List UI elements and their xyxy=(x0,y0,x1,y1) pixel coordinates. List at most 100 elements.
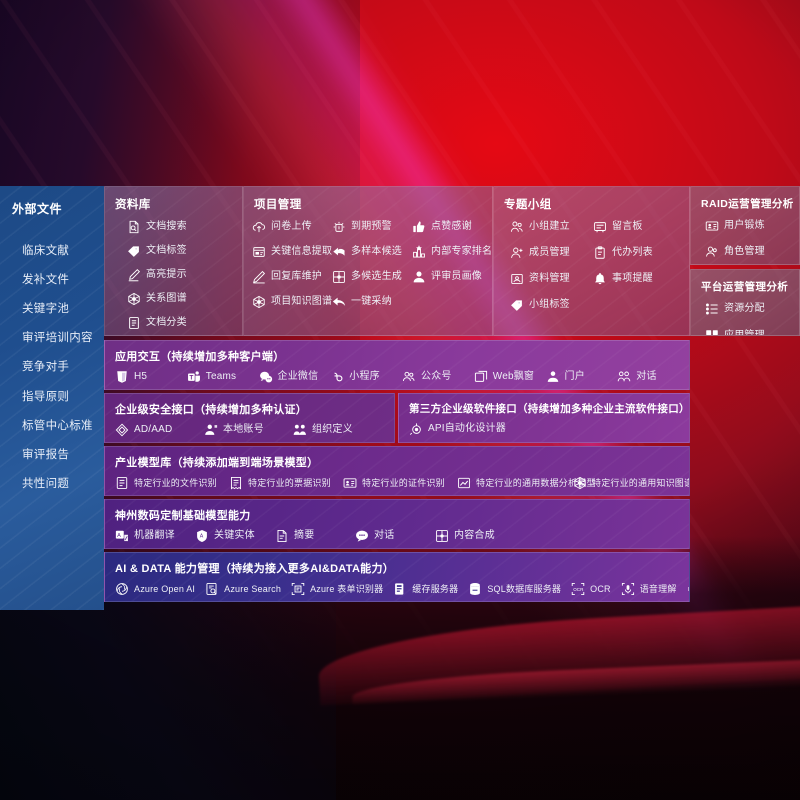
ui-item-official-account[interactable]: 公众号 xyxy=(402,370,474,384)
user-profile-icon xyxy=(412,270,426,284)
plat-item-resource-allocation[interactable]: 资源分配 xyxy=(705,302,799,316)
ui-label-2: 企业微信 xyxy=(277,371,319,382)
ai-item-sql-database[interactable]: SQL数据库服务器 xyxy=(468,582,561,596)
adopt-arrow-icon xyxy=(332,295,346,309)
cloud-upload-icon xyxy=(252,220,266,234)
sidebar-item-competitors[interactable]: 竞争对手 xyxy=(22,361,70,374)
ai-item-speech-understanding[interactable]: 语音理解 xyxy=(621,582,677,596)
sidebar-item-clinical-literature[interactable]: 临床文献 xyxy=(22,244,70,257)
ui-item-wecom[interactable]: 企业微信 xyxy=(259,370,331,384)
sidebar-item-standards-center[interactable]: 标管中心标准 xyxy=(22,419,93,432)
ui-label-5: Web飘窗 xyxy=(492,371,535,382)
topic-group-items: 小组建立 留言板 成员管理 xyxy=(494,212,689,324)
panel-project-management: 项目管理 问卷上传 到期预警 xyxy=(243,186,493,336)
plat-item-app-manage[interactable]: 应用管理 xyxy=(705,329,799,336)
sidebar-item-common-issues[interactable]: 共性问题 xyxy=(22,478,70,491)
base-item-key-entity[interactable]: A 关键实体 xyxy=(195,529,275,543)
sidebar-item-guiding-principles[interactable]: 指导原则 xyxy=(22,390,70,403)
teams-icon xyxy=(187,370,201,384)
sidebar-item-supplement-file[interactable]: 发补文件 xyxy=(22,273,70,286)
ui-item-h5[interactable]: H5 xyxy=(115,370,187,384)
sec-item-ad-aad[interactable]: AD/AAD xyxy=(115,423,204,437)
plat-label-0: 资源分配 xyxy=(724,302,765,314)
raid-item-role-manage[interactable]: 角色管理 xyxy=(705,245,799,259)
proj-item-questionnaire-upload[interactable]: 问卷上传 xyxy=(252,220,332,234)
proj-item-reply-library[interactable]: 回复库维护 xyxy=(252,270,332,284)
proj-item-expert-ranking[interactable]: 内部专家排名 xyxy=(412,245,492,259)
team-item-todo-list[interactable]: 代办列表 xyxy=(593,246,676,260)
proj-label-0: 问卷上传 xyxy=(271,221,312,232)
proj-item-multi-candidate-generate[interactable]: 多候选生成 xyxy=(332,270,412,284)
proj-item-one-click-adopt[interactable]: 一键采纳 xyxy=(332,295,412,309)
industry-model-items: 特定行业的文件识别 特定行业的票据识别 特定行业的证件识别 特定行业的通用数据分… xyxy=(105,470,689,490)
ai-item-cache-server[interactable]: 缓存服务器 xyxy=(393,582,458,596)
proj-label-1: 到期预警 xyxy=(351,221,392,232)
ai-item-ocr[interactable]: OCR OCR xyxy=(571,582,611,596)
panel-topic-group: 专题小组 小组建立 留言板 xyxy=(493,186,690,336)
sidebar-item-review-report[interactable]: 审评报告 xyxy=(22,448,70,461)
tts-icon xyxy=(687,582,689,596)
model-item-invoice-recognition[interactable]: 特定行业的票据识别 xyxy=(229,476,343,490)
base-label-1: 关键实体 xyxy=(214,530,255,541)
third-item-api-designer[interactable]: API自动化设计器 xyxy=(409,422,506,436)
team-item-message-board[interactable]: 留言板 xyxy=(593,220,676,234)
base-label-3: 对话 xyxy=(374,530,395,541)
base-item-summary[interactable]: 摘要 xyxy=(275,529,355,543)
ui-item-dialog[interactable]: 对话 xyxy=(617,370,689,384)
proj-item-project-knowledge-graph[interactable]: 项目知识图谱 xyxy=(252,295,332,309)
raid-item-user-card[interactable]: 用户锻炼 xyxy=(705,219,799,233)
ai-item-azure-search[interactable]: Azure Search xyxy=(205,582,281,596)
samples-icon xyxy=(332,245,346,259)
sidebar-title: 外部文件 xyxy=(12,202,63,216)
summary-icon xyxy=(275,529,289,543)
model-item-id-recognition[interactable]: 特定行业的证件识别 xyxy=(343,476,457,490)
ui-item-web-popup[interactable]: Web飘窗 xyxy=(474,370,546,384)
proj-label-3: 关键信息提取 xyxy=(271,246,333,257)
kb-item-document-tag[interactable]: 文档标签 xyxy=(127,244,242,258)
panel-title-topic-group: 专题小组 xyxy=(504,199,552,211)
sidebar-item-review-training[interactable]: 审评培训内容 xyxy=(22,332,93,345)
sec-label-0: AD/AAD xyxy=(134,424,173,435)
sec-item-org-definition[interactable]: 组织定义 xyxy=(293,423,382,437)
proj-item-key-info-extract[interactable]: 关键信息提取 xyxy=(252,245,332,259)
enterprise-security-items: AD/AAD 本地账号 组织定义 xyxy=(105,417,394,437)
ui-item-teams[interactable]: Teams xyxy=(187,370,259,384)
dialog-icon xyxy=(617,370,631,384)
sec-item-local-account[interactable]: 本地账号 xyxy=(204,423,293,437)
kb-item-relation-graph[interactable]: 关系图谱 xyxy=(127,292,242,306)
proj-label-7: 多候选生成 xyxy=(351,271,402,282)
model-item-data-analysis[interactable]: 特定行业的通用数据分析模型 xyxy=(457,476,595,490)
team-item-event-reminder[interactable]: 事项提醒 xyxy=(593,272,676,286)
team-item-member-manage[interactable]: 成员管理 xyxy=(510,246,593,260)
ui-item-miniprogram[interactable]: 小程序 xyxy=(330,370,402,384)
kb-item-document-classify[interactable]: 文档分类 xyxy=(127,316,242,330)
team-item-archive-manage[interactable]: 资料管理 xyxy=(510,272,593,286)
team-item-group-tag[interactable]: 小组标签 xyxy=(510,298,593,312)
raid-label-0: 用户锻炼 xyxy=(724,220,765,231)
base-item-machine-translation[interactable]: A 机器翻译 xyxy=(115,529,195,543)
proj-label-8: 评审员画像 xyxy=(431,271,482,282)
ai-item-tts[interactable]: TTS xyxy=(687,582,689,596)
model-item-file-recognition[interactable]: 特定行业的文件识别 xyxy=(115,476,229,490)
portal-icon xyxy=(546,370,560,384)
proj-item-multi-sample-candidates[interactable]: 多样本候选 xyxy=(332,245,412,259)
base-item-dialog[interactable]: 对话 xyxy=(355,529,435,543)
model-item-knowledge-graph[interactable]: 特定行业的通用知识图谱模型 xyxy=(573,476,689,490)
kb-item-document-search[interactable]: 文档搜索 xyxy=(127,220,242,234)
sec-label-2: 组织定义 xyxy=(312,424,353,435)
archive-manage-icon xyxy=(510,272,524,286)
ai-item-form-recognizer[interactable]: Azure 表单识别器 xyxy=(291,582,383,596)
proj-item-expiry-alert[interactable]: 到期预警 xyxy=(332,220,412,234)
kb-item-highlight[interactable]: 高亮提示 xyxy=(127,268,242,282)
plat-label-1: 应用管理 xyxy=(724,329,765,336)
sidebar-item-keyword-pool[interactable]: 关键字池 xyxy=(22,302,70,315)
proj-item-thumbs-up-thanks[interactable]: 点赞感谢 xyxy=(412,220,492,234)
team-item-group-create[interactable]: 小组建立 xyxy=(510,220,593,234)
ai-item-azure-openai[interactable]: Azure Open AI xyxy=(115,582,195,596)
wecom-icon xyxy=(259,370,273,384)
ui-item-portal[interactable]: 门户 xyxy=(546,370,618,384)
base-item-content-synthesis[interactable]: 内容合成 xyxy=(435,529,515,543)
proj-item-reviewer-profile[interactable]: 评审员画像 xyxy=(412,270,492,284)
security-and-thirdparty-row: 企业级安全接口（持续增加多种认证） AD/AAD 本地账号 组织定义 xyxy=(104,393,690,443)
proj-label-5: 内部专家排名 xyxy=(431,246,493,257)
